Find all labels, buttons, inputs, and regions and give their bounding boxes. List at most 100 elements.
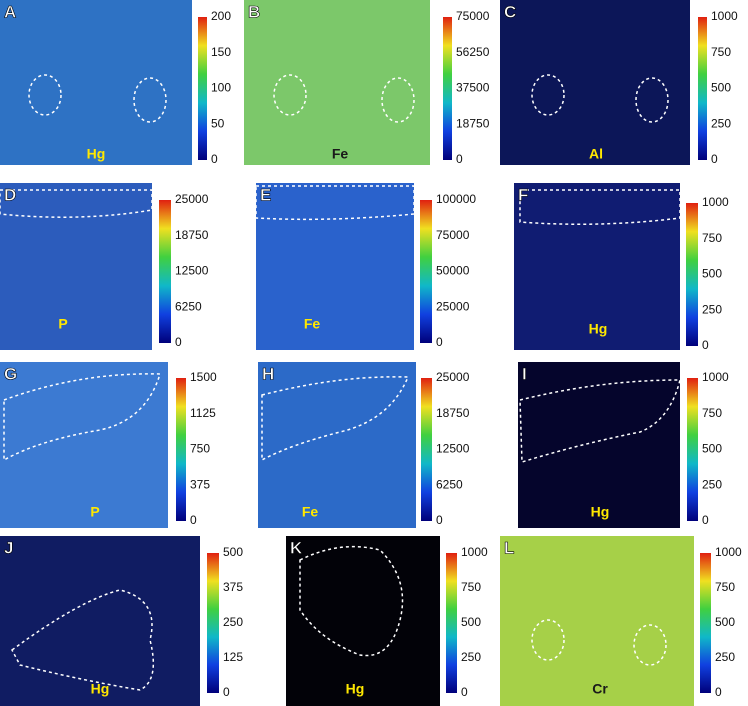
colorbar xyxy=(207,553,219,693)
roi-outline xyxy=(519,189,681,225)
colorbar xyxy=(443,17,452,160)
element-map xyxy=(286,536,440,706)
colorbar-tick-label: 200 xyxy=(211,9,231,23)
colorbar-tick-label: 750 xyxy=(702,231,722,245)
panel-letter: J xyxy=(4,538,13,557)
colorbar-tick-label: 56250 xyxy=(456,45,490,59)
element-label: P xyxy=(90,504,99,520)
colorbar-tick-label: 100000 xyxy=(436,192,476,206)
colorbar-tick-label: 750 xyxy=(711,45,731,59)
element-map xyxy=(514,183,680,350)
colorbar-tick-label: 25000 xyxy=(436,299,470,313)
element-label: Hg xyxy=(589,321,608,337)
colorbar-tick-label: 12500 xyxy=(175,264,209,278)
colorbar-tick-label: 150 xyxy=(211,45,231,59)
colorbar xyxy=(159,200,171,343)
colorbar-tick-label: 375 xyxy=(223,580,243,594)
colorbar xyxy=(176,378,186,521)
colorbar-tick-label: 500 xyxy=(715,615,735,629)
colorbar-tick-label: 0 xyxy=(456,152,463,166)
roi-outline xyxy=(0,189,153,218)
colorbar-tick-label: 1125 xyxy=(190,406,216,420)
roi-outline xyxy=(3,373,162,462)
colorbar xyxy=(698,17,707,160)
colorbar-tick-label: 0 xyxy=(702,338,709,352)
colorbar-tick-label: 0 xyxy=(190,513,197,527)
colorbar-tick-label: 6250 xyxy=(436,477,463,491)
colorbar-tick-label: 100 xyxy=(211,81,231,95)
element-label: Hg xyxy=(346,681,365,697)
element-map xyxy=(500,536,694,706)
colorbar-tick-label: 37500 xyxy=(456,81,490,95)
element-map xyxy=(500,0,690,165)
roi-outline xyxy=(273,74,307,116)
colorbar-tick-label: 1000 xyxy=(702,195,729,209)
element-map xyxy=(0,0,192,165)
colorbar-tick-label: 50000 xyxy=(436,264,470,278)
roi-outline xyxy=(299,545,404,657)
colorbar-tick-label: 0 xyxy=(223,685,230,699)
colorbar-tick-label: 0 xyxy=(175,335,182,349)
colorbar-tick-label: 750 xyxy=(190,442,210,456)
colorbar-tick-label: 125 xyxy=(223,650,243,664)
colorbar-tick-label: 0 xyxy=(702,513,709,527)
roi-outline xyxy=(635,77,669,123)
colorbar-tick-label: 250 xyxy=(223,615,243,629)
colorbar-tick-label: 1000 xyxy=(711,9,738,23)
panel: L Cr 1000 750 500 250 0 xyxy=(500,536,742,706)
roi-outline xyxy=(261,376,410,462)
colorbar-tick-label: 500 xyxy=(702,442,722,456)
colorbar-tick-label: 500 xyxy=(702,267,722,281)
element-map xyxy=(256,183,414,350)
element-map xyxy=(244,0,430,165)
element-label: Al xyxy=(589,146,603,162)
colorbar-tick-label: 25000 xyxy=(175,192,209,206)
colorbar xyxy=(198,17,207,160)
colorbar-tick-label: 18750 xyxy=(175,228,209,242)
roi-outline xyxy=(381,77,415,123)
element-label: P xyxy=(58,316,67,332)
colorbar xyxy=(687,378,698,521)
panel: H Fe 25000 18750 12500 6250 0 xyxy=(258,362,470,528)
colorbar-tick-label: 750 xyxy=(702,406,722,420)
panel: A Hg 200 150 100 50 0 xyxy=(0,0,231,166)
panel: J Hg 500 375 250 125 0 xyxy=(0,536,243,706)
element-label: Fe xyxy=(332,146,349,162)
colorbar-tick-label: 0 xyxy=(436,335,443,349)
element-map xyxy=(0,183,152,350)
roi-outline xyxy=(531,74,565,116)
colorbar-tick-label: 0 xyxy=(211,152,218,166)
element-label: Fe xyxy=(302,504,319,520)
roi-outline xyxy=(519,379,681,464)
colorbar-tick-label: 18750 xyxy=(436,406,470,420)
panel: B Fe 75000 56250 37500 18750 0 xyxy=(244,0,490,166)
element-label: Hg xyxy=(91,681,110,697)
panel-letter: B xyxy=(248,2,260,21)
colorbar-tick-label: 0 xyxy=(436,513,443,527)
panel: I Hg 1000 750 500 250 0 xyxy=(518,362,729,528)
colorbar xyxy=(421,378,432,521)
colorbar-tick-label: 500 xyxy=(711,81,731,95)
element-label: Cr xyxy=(592,681,608,697)
colorbar-tick-label: 1500 xyxy=(190,370,217,384)
colorbar-tick-label: 250 xyxy=(711,116,731,130)
roi-outline xyxy=(633,624,667,666)
colorbar-tick-label: 12500 xyxy=(436,442,470,456)
colorbar-tick-label: 6250 xyxy=(175,299,202,313)
panel-letter: C xyxy=(504,2,516,21)
colorbar-tick-label: 1000 xyxy=(461,545,488,559)
roi-outline xyxy=(531,619,565,661)
colorbar xyxy=(446,553,457,693)
element-map xyxy=(0,362,168,528)
element-map xyxy=(0,536,200,706)
panel: G P 1500 1125 750 375 0 xyxy=(0,362,217,528)
colorbar xyxy=(420,200,432,343)
roi-outline xyxy=(133,77,167,123)
panel-letter: I xyxy=(522,364,527,383)
colorbar-tick-label: 250 xyxy=(702,477,722,491)
panel: K Hg 1000 750 500 250 0 xyxy=(286,536,488,706)
colorbar-tick-label: 1000 xyxy=(702,370,729,384)
element-map xyxy=(518,362,680,528)
colorbar xyxy=(686,203,698,346)
